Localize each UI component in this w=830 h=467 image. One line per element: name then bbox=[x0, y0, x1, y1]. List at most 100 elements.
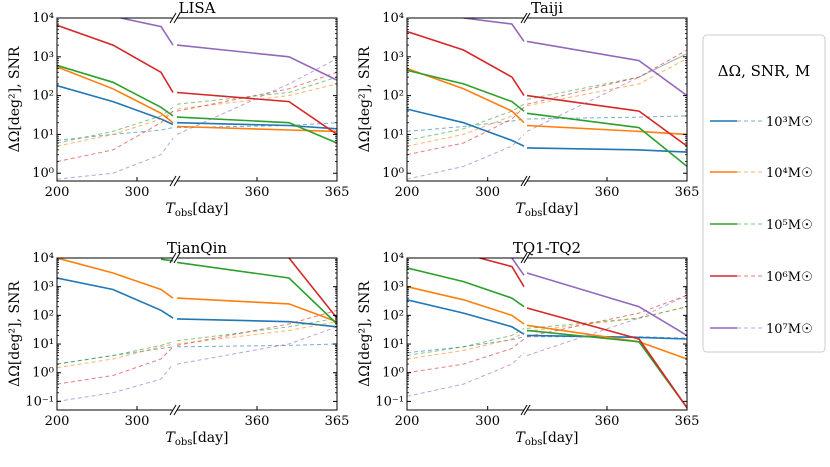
x-axis-label: Tobs[day] bbox=[165, 430, 228, 448]
series-SNR-1e4-right bbox=[526, 306, 687, 332]
y-axis-label: ΔΩ[deg²], SNR bbox=[7, 46, 23, 152]
y-tick-label: 10⁰ bbox=[382, 166, 404, 181]
x-tick-label: 365 bbox=[675, 414, 700, 429]
series-dOmega-1e3-left bbox=[57, 277, 174, 319]
series-SNR-1e5-left bbox=[407, 103, 525, 141]
axis-break-mark bbox=[523, 175, 531, 187]
series-dOmega-1e6-right bbox=[526, 307, 687, 409]
y-tick-label: 10¹ bbox=[32, 337, 54, 352]
y-axis-label: ΔΩ[deg²], SNR bbox=[357, 281, 373, 387]
x-label-unit: [day] bbox=[192, 201, 228, 217]
axis-break-mark bbox=[520, 404, 528, 416]
series-SNR-1e5-right bbox=[526, 306, 687, 329]
x-label-sub: obs bbox=[525, 437, 543, 448]
y-tick-label: 10³ bbox=[32, 50, 54, 65]
series-dOmega-1e7-right bbox=[176, 44, 337, 81]
x-tick-label: 200 bbox=[395, 414, 420, 429]
axis-break-mark bbox=[169, 12, 177, 24]
axes-frame-left bbox=[56, 17, 173, 182]
axes-frame-left bbox=[56, 257, 173, 411]
series-SNR-1e3-right bbox=[176, 343, 337, 348]
panel-tq1-tq2: 10⁻¹ 10⁰ 10¹ 10² 10³ 10⁴ 200 300 360 365 TQ1-TQ2 To… bbox=[357, 239, 699, 448]
series-SNR-1e6-right bbox=[526, 49, 687, 105]
series-SNR-1e4-left bbox=[407, 106, 525, 147]
axis-break-mark bbox=[520, 252, 528, 264]
series-dOmega-1e6-right bbox=[526, 94, 687, 147]
x-tick-label: 300 bbox=[475, 414, 500, 429]
series-dOmega-1e6-left bbox=[479, 258, 525, 288]
legend-entry-label: 10⁴M☉ bbox=[766, 166, 813, 181]
panel-taiji: 10⁰ 10¹ 10² 10³ 10⁴ 200 300 360 365 Taiji Tobs[day… bbox=[357, 0, 699, 219]
y-tick-label: 10⁻¹ bbox=[375, 394, 404, 409]
series-dOmega-1e6-right bbox=[176, 91, 337, 136]
x-tick-label: 300 bbox=[475, 185, 500, 200]
series-SNR-1e4-right bbox=[176, 321, 337, 345]
y-tick-label: 10¹ bbox=[382, 127, 404, 142]
y-tick-label: 10⁴ bbox=[382, 251, 404, 266]
series-dOmega-1e4-right bbox=[526, 124, 687, 136]
legend-entry-label: 10⁷M☉ bbox=[766, 322, 813, 337]
axis-break-mark bbox=[520, 12, 528, 24]
series-SNR-1e5-left bbox=[407, 327, 525, 356]
series-SNR-1e6-right bbox=[526, 294, 687, 338]
series-SNR-1e3-left bbox=[407, 336, 525, 354]
series-dOmega-1e4-left bbox=[407, 67, 525, 124]
series-dOmega-1e6-right bbox=[288, 258, 337, 319]
y-tick-label: 10² bbox=[382, 89, 404, 104]
axis-break-mark bbox=[173, 12, 181, 24]
x-tick-label: 360 bbox=[595, 414, 620, 429]
y-tick-label: 10⁰ bbox=[382, 366, 404, 381]
series-SNR-1e7-right bbox=[176, 58, 337, 135]
legend-entry-label: 10⁵M☉ bbox=[766, 218, 813, 233]
y-tick-label: 10⁴ bbox=[32, 251, 54, 266]
panel-title: TQ1-TQ2 bbox=[513, 239, 581, 257]
axis-break-mark bbox=[523, 252, 531, 264]
x-label-sub: obs bbox=[525, 208, 543, 219]
series-SNR-1e6-left bbox=[407, 338, 525, 374]
axis-break-mark bbox=[523, 12, 531, 24]
y-tick-label: 10¹ bbox=[32, 127, 54, 142]
series-dOmega-1e3-right bbox=[176, 318, 337, 328]
series-SNR-1e7-right bbox=[176, 326, 337, 365]
series-SNR-1e5-left bbox=[57, 341, 174, 365]
x-tick-label: 300 bbox=[125, 414, 150, 429]
legend-title: ΔΩ, SNR, M bbox=[718, 62, 810, 80]
x-tick-label: 300 bbox=[125, 185, 150, 200]
series-group bbox=[57, 258, 337, 402]
y-tick-label: 10² bbox=[382, 308, 404, 323]
axis-break-mark bbox=[173, 252, 181, 264]
panel-title: TianQin bbox=[167, 239, 228, 257]
axis-break-mark bbox=[520, 175, 528, 187]
series-dOmega-1e5-right bbox=[176, 116, 337, 144]
x-label-sub: obs bbox=[175, 208, 193, 219]
x-tick-label: 365 bbox=[675, 185, 700, 200]
x-tick-label: 365 bbox=[325, 185, 350, 200]
series-dOmega-1e4-left bbox=[57, 66, 174, 124]
x-label-unit: [day] bbox=[192, 430, 228, 446]
y-tick-label: 10⁻¹ bbox=[25, 394, 54, 409]
series-dOmega-1e3-left bbox=[57, 84, 174, 126]
series-dOmega-1e6-left bbox=[57, 24, 174, 93]
series-SNR-1e7-left bbox=[407, 134, 525, 180]
legend-frame bbox=[702, 34, 826, 353]
series-SNR-1e6-right bbox=[176, 309, 337, 346]
axis-break-mark bbox=[169, 404, 177, 416]
x-label-main: T bbox=[165, 430, 176, 446]
axis-break-mark bbox=[169, 175, 177, 187]
series-SNR-1e5-left bbox=[57, 106, 174, 144]
x-axis-label: Tobs[day] bbox=[165, 201, 228, 219]
series-group bbox=[57, 18, 337, 180]
y-tick-label: 10⁴ bbox=[32, 11, 54, 26]
x-tick-label: 360 bbox=[245, 185, 270, 200]
panel-tianqin: 10⁻¹ 10⁰ 10¹ 10² 10³ 10⁴ 200 300 360 365 TianQin To… bbox=[7, 239, 349, 448]
series-SNR-1e4-left bbox=[407, 332, 525, 360]
y-tick-label: 10³ bbox=[382, 280, 404, 295]
panel-title: Taiji bbox=[531, 0, 563, 17]
y-tick-label: 10¹ bbox=[382, 337, 404, 352]
series-SNR-1e5-right bbox=[526, 53, 687, 100]
x-tick-label: 200 bbox=[45, 414, 70, 429]
series-SNR-1e5-right bbox=[176, 76, 337, 105]
y-tick-label: 10⁰ bbox=[32, 366, 54, 381]
